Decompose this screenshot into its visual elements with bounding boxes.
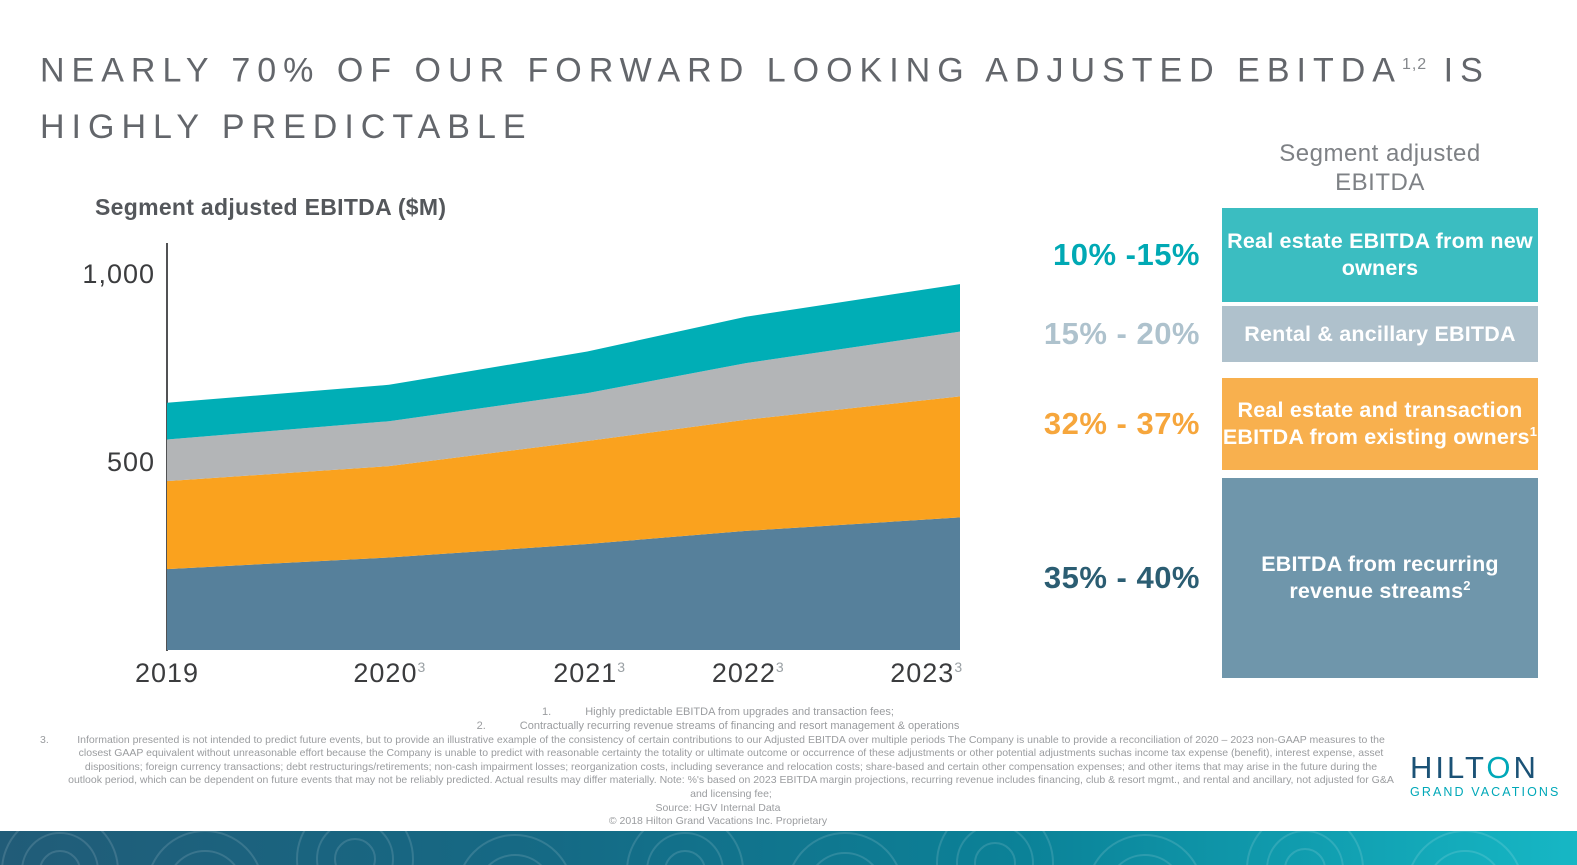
title-line-1: NEARLY 70% OF OUR FORWARD LOOKING ADJUST… (40, 51, 1490, 90)
wave-ring (792, 832, 898, 865)
copyright-note: © 2018 Hilton Grand Vacations Inc. Propr… (608, 815, 828, 828)
legend-box-recurring: EBITDA from recurring revenue streams2 (1222, 478, 1538, 678)
area-series-recurring (167, 517, 960, 650)
wave-ring (664, 850, 706, 865)
wave-ring (463, 834, 567, 865)
legend: 10% -15% Real estate EBITDA from new own… (1006, 208, 1538, 678)
footer-wave-band (0, 831, 1577, 865)
hilton-wordmark: HILTON (1410, 750, 1539, 785)
area-series-rental-ancillary (167, 331, 960, 482)
x-axis-tick-label: 20233 (890, 658, 964, 688)
wave-ring (1411, 831, 1519, 865)
x-axis-tick-label: 20203 (353, 658, 427, 688)
legend-row-rental-ancillary: 15% - 20% Rental & ancillary EBITDA (1006, 306, 1538, 362)
legend-row-new-owners: 10% -15% Real estate EBITDA from new own… (1006, 208, 1538, 302)
wave-decoration (1, 831, 1519, 865)
wave-ring (1, 831, 119, 865)
wave-ring (1093, 834, 1197, 865)
wave-ring (487, 854, 543, 865)
grand-vacations-wordmark: GRAND VACATIONS (1410, 785, 1561, 799)
hgv-logo: HILTON GRAND VACATIONS (1410, 750, 1561, 800)
wave-ring (1434, 850, 1496, 865)
wave-ring (646, 832, 724, 865)
legend-box-new-owners: Real estate EBITDA from new owners (1222, 208, 1538, 302)
wave-ring (936, 831, 1054, 865)
wave-ring (956, 831, 1034, 865)
wave-ring (21, 832, 99, 865)
wave-ring (334, 838, 376, 865)
y-axis-tick-label: 500 (106, 446, 155, 477)
wave-ring (974, 842, 1016, 865)
wave-ring (151, 831, 259, 865)
hilton-o-ring: O (1486, 750, 1514, 785)
footnote-2: 2. Contractually recurring revenue stream… (476, 719, 960, 732)
x-axis-tick-label: 20223 (711, 658, 785, 688)
footnote-1: 1. Highly predictable EBITDA from upgrade… (542, 706, 894, 718)
title-superscript: 1,2 (1401, 56, 1428, 73)
stacked-area-chart (167, 284, 960, 650)
legend-range-label: 10% -15% (1052, 237, 1200, 272)
chart-title: Segment adjusted EBITDA ($M) (95, 194, 447, 220)
legend-row-recurring: 35% - 40% EBITDA from recurring revenue … (1006, 478, 1538, 678)
legend-range-label: 32% - 37% (1043, 406, 1200, 441)
footnotes: 1. Highly predictable EBITDA from upgrade… (40, 706, 1396, 828)
wave-ring (174, 850, 236, 865)
legend-range-label: 35% - 40% (1043, 560, 1200, 595)
wave-ring (39, 850, 81, 865)
legend-header: Segment adjusted EBITDA (1279, 140, 1481, 196)
legend-box-rental-ancillary: Rental & ancillary EBITDA (1222, 306, 1538, 362)
y-axis-tick-label: 1,000 (82, 259, 155, 290)
wave-ring (626, 831, 744, 865)
legend-box-existing-owners: Real estate and transaction EBITDA from … (1222, 378, 1538, 470)
footnote-3: 3. Information presented is not intended… (40, 734, 1394, 800)
x-axis-tick-label: 20213 (553, 658, 627, 688)
wave-ring (1117, 854, 1173, 865)
legend-range-label: 15% - 20% (1043, 316, 1200, 351)
area-series-existing-owners (167, 396, 960, 570)
title-line-2: HIGHLY PREDICTABLE (40, 108, 533, 147)
source-note: Source: HGV Internal Data (655, 802, 781, 815)
page-title: NEARLY 70% OF OUR FORWARD LOOKING ADJUST… (40, 36, 1540, 156)
wave-ring (815, 852, 875, 865)
wave-ring (1284, 848, 1326, 865)
wave-ring (296, 831, 414, 865)
wave-ring (316, 831, 394, 865)
legend-row-existing-owners: 32% - 37% Real estate and transaction EB… (1006, 378, 1538, 470)
area-series-new-owners (167, 284, 960, 440)
x-axis-tick-label: 2019 (134, 658, 200, 688)
